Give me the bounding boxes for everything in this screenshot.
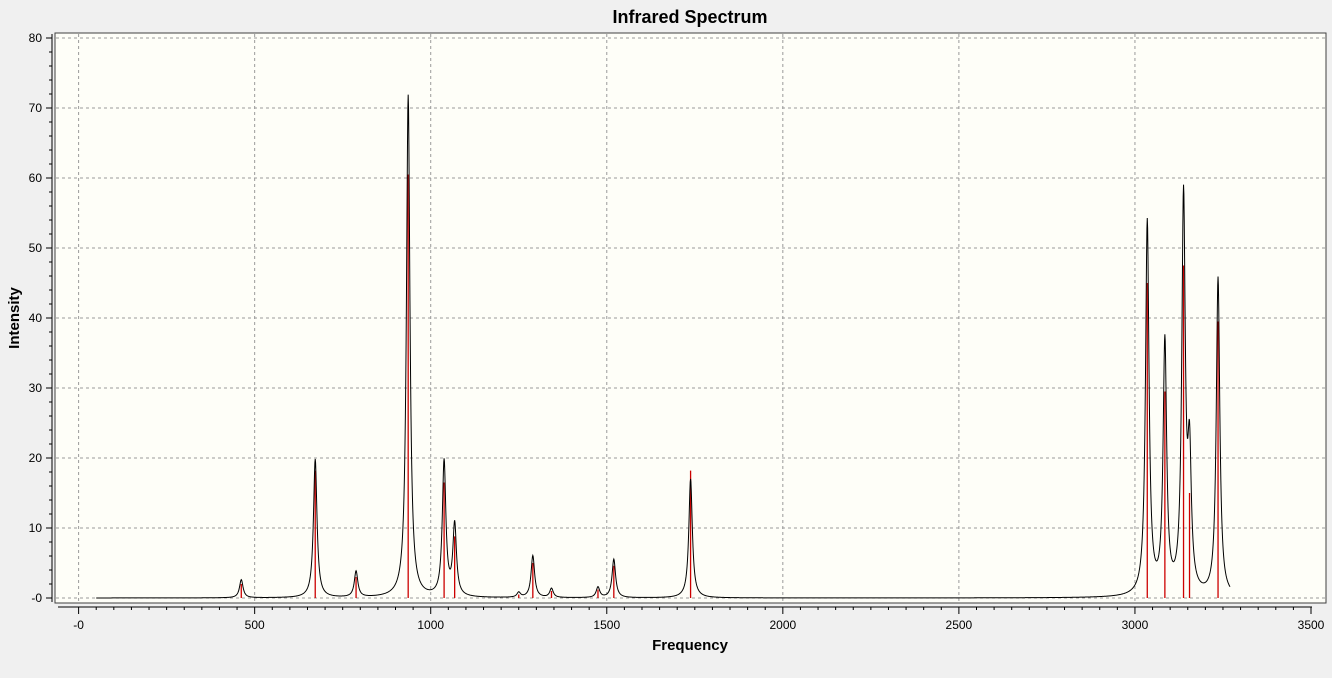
x-axis-label: Frequency <box>652 637 729 654</box>
x-tick-label: 3500 <box>1298 618 1325 632</box>
spectrum-series <box>96 94 1231 599</box>
y-tick-label: 30 <box>29 381 43 395</box>
y-tick-label: 50 <box>29 241 43 255</box>
y-tick-label: 40 <box>29 311 43 325</box>
y-tick-label: 20 <box>29 451 43 465</box>
x-tick-label: 2500 <box>946 618 973 632</box>
y-axis-label: Intensity <box>6 287 23 349</box>
y-tick-label: 70 <box>29 101 43 115</box>
x-tick-label: 500 <box>245 618 265 632</box>
y-tick-label: 60 <box>29 171 43 185</box>
x-tick-label: 1500 <box>593 618 620 632</box>
x-tick-label: -0 <box>73 618 84 632</box>
x-tick-label: 3000 <box>1122 618 1149 632</box>
stick-series <box>240 174 1219 598</box>
grid-lines <box>56 34 1325 602</box>
x-tick-label: 2000 <box>769 618 796 632</box>
y-tick-label: 10 <box>29 521 43 535</box>
y-tick-label: -0 <box>31 591 42 605</box>
spectrum-line <box>96 94 1231 599</box>
x-tick-label: 1000 <box>417 618 444 632</box>
axes: -0 10 20 30 40 50 60 70 80 -0 500 1000 1500 2000 2500 3… <box>29 31 1325 632</box>
chart-title: Infrared Spectrum <box>612 7 767 27</box>
y-tick-label: 80 <box>29 31 43 45</box>
